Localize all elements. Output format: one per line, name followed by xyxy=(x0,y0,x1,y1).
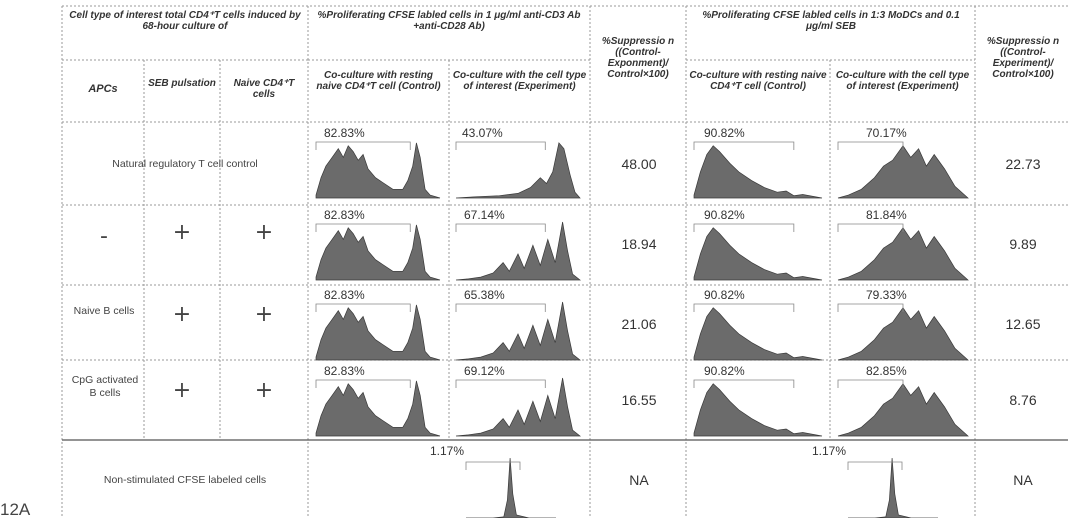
histogram xyxy=(693,141,823,199)
apcs-none-marker: - xyxy=(100,224,108,249)
suppression-value: 8.76 xyxy=(1009,392,1037,408)
naive-plus-marker: + xyxy=(254,220,274,245)
apcs-naive-b-cells: Naive B cells xyxy=(73,305,135,317)
seb-plus-marker: + xyxy=(172,220,192,245)
apcs-cpg-activated-b-cells: CpG activated B cells xyxy=(71,374,139,399)
suppression-value: 22.73 xyxy=(1005,156,1041,172)
header-naive-cd4: Naive CD4⁺T cells xyxy=(233,78,295,100)
pct-label: 65.38% xyxy=(464,288,505,302)
pct-label: 82.85% xyxy=(866,364,907,378)
histogram xyxy=(455,141,581,199)
suppression-value: 21.06 xyxy=(621,316,657,332)
pct-label: 82.83% xyxy=(324,288,365,302)
pct-label: 1.17% xyxy=(430,444,465,458)
pct-label: 81.84% xyxy=(866,208,907,222)
histogram xyxy=(837,141,969,199)
histogram xyxy=(837,223,969,281)
suppression-value: NA xyxy=(629,472,649,488)
seb-plus-marker: + xyxy=(172,378,192,403)
pct-label: 90.82% xyxy=(704,288,745,302)
suppression-value: NA xyxy=(1013,472,1033,488)
header-cd3-group: %Proliferating CFSE labled cells in 1 μg… xyxy=(317,10,581,32)
pct-label: 79.33% xyxy=(866,288,907,302)
header-experiment-2: Co-culture with the cell type of interes… xyxy=(835,70,970,92)
histogram xyxy=(455,221,582,281)
suppression-value: 18.94 xyxy=(621,236,657,252)
histogram xyxy=(847,457,938,518)
header-apcs: APCs xyxy=(88,83,118,95)
histogram xyxy=(455,301,582,361)
header-cell-type-group: Cell type of interest total CD4⁺T cells … xyxy=(69,10,301,32)
pct-label: 90.82% xyxy=(704,126,745,140)
histogram xyxy=(315,379,441,437)
suppression-value: 48.00 xyxy=(621,156,657,172)
pct-label: 1.17% xyxy=(812,444,847,458)
header-modc-group: %Proliferating CFSE labled cells in 1:3 … xyxy=(702,10,960,32)
pct-label: 90.82% xyxy=(704,364,745,378)
histogram xyxy=(315,223,441,281)
pct-label: 43.07% xyxy=(462,126,503,140)
naive-plus-marker: + xyxy=(254,302,274,327)
histogram xyxy=(837,379,969,437)
naive-plus-marker: + xyxy=(254,378,274,403)
suppression-value: 9.89 xyxy=(1009,236,1037,252)
histogram xyxy=(315,141,441,199)
row-label-natural-treg: Natural regulatory T cell control xyxy=(112,158,258,170)
header-suppression-1: %Suppressio n ((Control-Exponment)/ Cont… xyxy=(601,36,675,80)
pct-label: 90.82% xyxy=(704,208,745,222)
histogram xyxy=(315,303,441,361)
histogram xyxy=(693,223,823,281)
pct-label: 82.83% xyxy=(324,208,365,222)
suppression-value: 16.55 xyxy=(621,392,657,408)
histogram xyxy=(693,303,823,361)
header-experiment-1: Co-culture with the cell type of interes… xyxy=(452,70,587,92)
histogram xyxy=(693,379,823,437)
pct-label: 82.83% xyxy=(324,126,365,140)
header-suppression-2: %Suppressio n ((Control-Experiment)/ Con… xyxy=(986,36,1060,80)
header-seb-pulsation: SEB pulsation xyxy=(148,78,216,89)
figure-label: 12A xyxy=(0,500,31,518)
pct-label: 67.14% xyxy=(464,208,505,222)
pct-label: 70.17% xyxy=(866,126,907,140)
header-control-2: Co-culture with resting naive CD4⁺T cell… xyxy=(689,70,827,92)
row-label-non-stimulated: Non-stimulated CFSE labeled cells xyxy=(103,474,267,486)
suppression-value: 12.65 xyxy=(1005,316,1041,332)
pct-label: 82.83% xyxy=(324,364,365,378)
histogram xyxy=(465,457,556,518)
seb-plus-marker: + xyxy=(172,302,192,327)
pct-label: 69.12% xyxy=(464,364,505,378)
histogram xyxy=(837,303,969,361)
header-control-1: Co-culture with resting naive CD4⁺T cell… xyxy=(316,70,441,92)
histogram xyxy=(455,377,582,437)
